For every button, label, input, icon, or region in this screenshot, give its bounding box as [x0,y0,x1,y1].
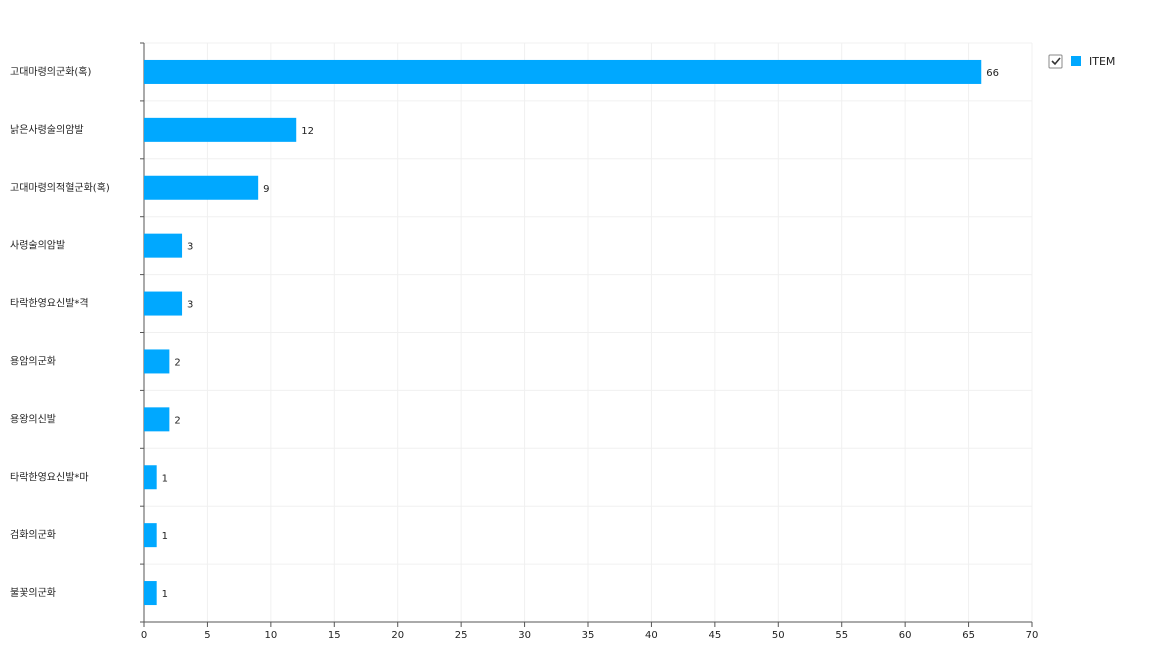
bar [144,233,183,258]
bar [144,117,297,142]
data-label: 2 [174,357,180,368]
bar [144,59,982,84]
bar [144,291,183,316]
y-tick-label: 타락한영요신발*마 [10,471,89,483]
y-tick-label: 불꽃의군화 [10,587,56,599]
y-tick-label: 검화의군화 [10,529,56,541]
y-tick-label: 사령술의암발 [10,240,65,252]
x-tick-label: 65 [962,630,975,641]
y-tick-label: 고대마령의적혈군화(혹) [10,181,110,194]
x-tick-label: 60 [899,630,912,641]
data-label: 2 [174,415,180,426]
y-tick-label: 낡은사령술의암발 [10,124,84,136]
bar [144,523,157,548]
x-tick-label: 40 [645,630,658,641]
legend-label[interactable]: ITEM [1089,55,1115,68]
data-label: 12 [301,126,314,137]
x-tick-label: 10 [264,630,277,641]
x-tick-label: 55 [835,630,848,641]
data-label: 3 [187,300,193,311]
bar [144,407,170,432]
x-tick-label: 15 [328,630,341,641]
data-label: 3 [187,242,193,253]
y-tick-label: 용암의군화 [10,355,56,367]
data-label: 9 [263,184,269,195]
x-tick-label: 70 [1026,630,1039,641]
x-tick-label: 25 [455,630,468,641]
bar [144,175,259,200]
bar [144,581,157,606]
data-label: 1 [162,589,168,600]
x-tick-label: 30 [518,630,531,641]
legend-check [1051,57,1061,66]
data-label: 1 [162,473,168,484]
bar [144,465,157,490]
y-tick-label: 용왕의신발 [10,413,56,425]
x-tick-label: 45 [708,630,721,641]
legend-checkbox[interactable] [1048,54,1063,69]
y-tick-label: 고대마령의군화(혹) [10,65,92,78]
x-tick-label: 0 [141,630,147,641]
x-tick-label: 35 [582,630,595,641]
data-label: 66 [986,68,999,79]
y-tick-label: 타락한영요신발*격 [10,297,89,310]
legend-swatch [1071,56,1081,66]
x-tick-label: 50 [772,630,785,641]
data-label: 1 [162,531,168,542]
bar [144,349,170,374]
x-tick-label: 20 [391,630,404,641]
x-tick-label: 5 [204,630,210,641]
